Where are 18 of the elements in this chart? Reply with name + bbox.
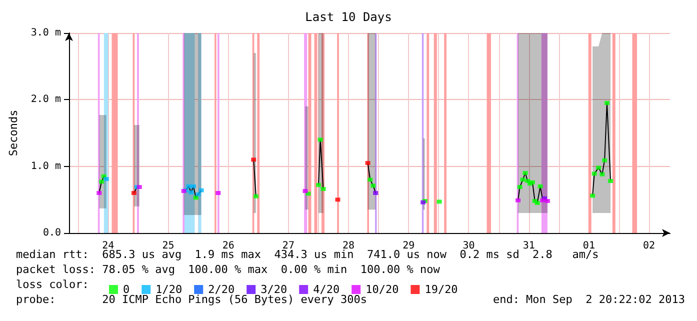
legend-label: 19/20 xyxy=(424,283,458,296)
y-tick-label: 0.0 xyxy=(42,228,61,238)
legend-label: 2/20 xyxy=(208,283,235,296)
y-tick-label: 2.0 m xyxy=(30,94,61,106)
x-tick-label: 02 xyxy=(643,240,656,252)
legend-title: loss color: xyxy=(16,278,89,291)
legend-label: 10/20 xyxy=(366,283,399,296)
text: end: Mon Sep 2 20:22:02 2013 xyxy=(492,293,686,306)
legend-label: 3/20 xyxy=(260,283,288,296)
y-tick-label: 1.0 m xyxy=(30,160,61,172)
y-axis-title: Seconds xyxy=(7,110,20,156)
legend-label: 1/20 xyxy=(156,283,182,296)
legend-label: 4/20 xyxy=(313,283,340,296)
text: packet loss: 78.05 % avg 100.00 % max 0.00 % min 100.00 % now xyxy=(16,263,440,276)
y-tick-label: 3.0 m xyxy=(30,28,61,38)
text: probe: 20 ICMP Echo Pings (56 Bytes) every 300s xyxy=(16,293,367,306)
legend-label: 0 xyxy=(123,283,130,296)
chart-title: Last 10 Days xyxy=(305,10,392,24)
